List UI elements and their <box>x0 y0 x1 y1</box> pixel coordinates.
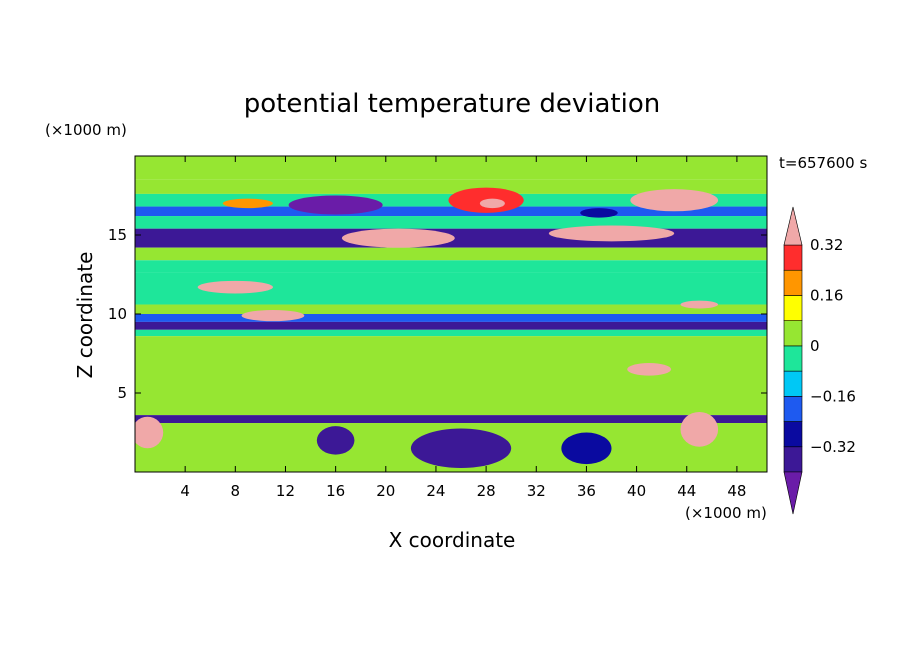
y-unit-label: (×1000 m) <box>45 121 127 139</box>
field-feature <box>548 225 675 242</box>
colorbar-label: 0.32 <box>810 236 843 254</box>
colorbar-label: 0 <box>810 337 820 355</box>
field-band <box>135 415 767 424</box>
field-feature <box>316 426 355 455</box>
colorbar-swatch <box>783 320 803 347</box>
y-tick-label: 15 <box>108 226 127 244</box>
x-unit-label: (×1000 m) <box>685 504 767 522</box>
field-feature <box>479 198 505 209</box>
field-layer <box>135 156 767 472</box>
x-tick-label: 48 <box>727 482 746 500</box>
field-feature <box>410 428 512 469</box>
field-band <box>135 206 767 217</box>
x-tick-label: 28 <box>477 482 496 500</box>
field-band <box>135 321 767 330</box>
y-tick-label: 5 <box>117 384 127 402</box>
field-band <box>135 216 767 229</box>
field-feature <box>241 310 305 322</box>
y-axis: 5 10 15 <box>108 226 767 402</box>
x-tick-label: 12 <box>276 482 295 500</box>
colorbar-label: −0.16 <box>810 387 856 405</box>
colorbar-under-arrow <box>783 471 803 515</box>
colorbar-label: 0.16 <box>810 286 843 304</box>
x-tick-label: 32 <box>527 482 546 500</box>
x-tick-label: 36 <box>577 482 596 500</box>
x-tick-label: 8 <box>231 482 241 500</box>
plot-area <box>135 156 767 472</box>
x-tick-label: 16 <box>326 482 345 500</box>
chart-title: potential temperature deviation <box>244 89 660 119</box>
x-axis: 4 8 12 16 20 24 28 32 36 40 44 48 <box>180 156 746 500</box>
field-feature <box>680 411 719 447</box>
field-band <box>135 329 767 337</box>
field-feature <box>197 280 273 294</box>
x-tick-label: 4 <box>180 482 190 500</box>
x-tick-label: 20 <box>376 482 395 500</box>
field-band <box>135 304 767 314</box>
colorbar-swatch <box>783 396 803 422</box>
field-feature <box>561 432 612 465</box>
colorbar-swatch <box>783 345 803 372</box>
field-feature <box>341 228 455 248</box>
field-band <box>135 179 767 194</box>
y-tick-label: 10 <box>108 305 127 323</box>
x-tick-label: 40 <box>627 482 646 500</box>
time-label: t=657600 s <box>779 154 867 172</box>
field-band <box>135 156 767 180</box>
colorbar-label: −0.32 <box>810 438 856 456</box>
colorbar: 0.32 0.16 0 −0.16 −0.32 <box>783 206 856 515</box>
field-feature <box>630 189 719 212</box>
field-band <box>135 260 767 273</box>
colorbar-swatch <box>783 244 803 271</box>
field-feature <box>627 362 672 376</box>
field-band <box>135 314 767 322</box>
colorbar-swatch <box>783 421 803 448</box>
colorbar-swatch <box>783 295 803 321</box>
field-feature <box>680 300 719 309</box>
colorbar-swatch <box>783 446 803 473</box>
field-band <box>135 336 767 416</box>
colorbar-swatch <box>783 370 803 397</box>
field-feature <box>222 198 273 209</box>
x-tick-label: 44 <box>677 482 696 500</box>
x-axis-label: X coordinate <box>389 528 516 552</box>
field-feature <box>135 416 164 449</box>
x-tick-label: 24 <box>426 482 445 500</box>
field-band <box>135 247 767 261</box>
y-axis-label: Z coordinate <box>73 252 97 379</box>
colorbar-over-arrow <box>783 206 803 246</box>
colorbar-swatch <box>783 269 803 296</box>
field-feature <box>580 208 618 218</box>
field-feature <box>288 195 383 215</box>
